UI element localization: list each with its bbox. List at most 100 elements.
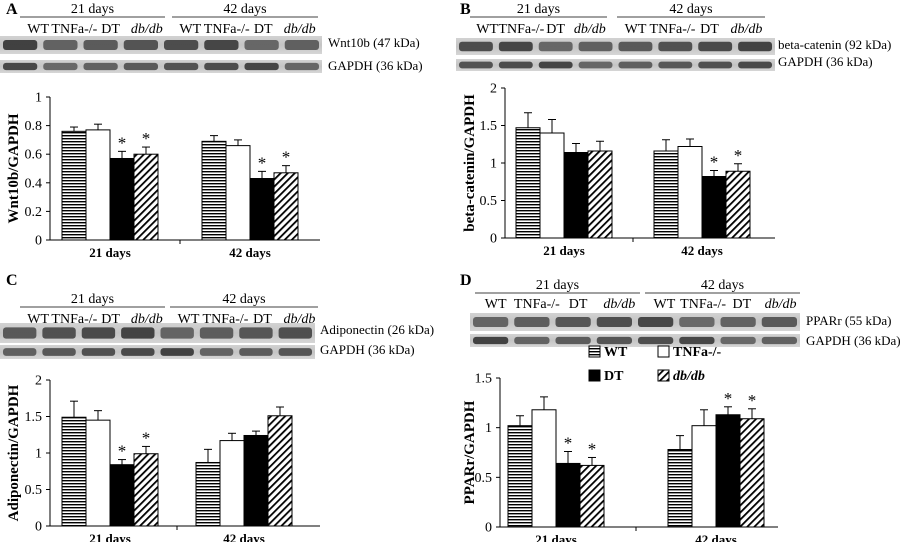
blot-band bbox=[698, 41, 733, 52]
bar bbox=[555, 462, 581, 528]
blot-band bbox=[459, 61, 493, 69]
bar bbox=[587, 150, 613, 239]
blot-band bbox=[3, 39, 38, 51]
blot-strip bbox=[0, 323, 315, 343]
panel-letter: A bbox=[6, 1, 18, 18]
lane-label: WT bbox=[179, 22, 201, 37]
blot-protein-label: Wnt10b (47 kDa) bbox=[328, 35, 420, 50]
y-tick-label: 1 bbox=[485, 421, 492, 436]
blot-band bbox=[638, 316, 674, 328]
x-category-label: 21 days bbox=[89, 531, 131, 542]
y-tick-label: 1.5 bbox=[480, 119, 498, 134]
bar bbox=[61, 416, 87, 527]
blot-band bbox=[204, 39, 239, 51]
bar bbox=[201, 140, 227, 241]
blot-band bbox=[284, 39, 319, 51]
blot-band bbox=[761, 316, 797, 328]
bar bbox=[515, 127, 541, 239]
panel-letter: C bbox=[6, 272, 18, 289]
blot-band bbox=[278, 348, 312, 356]
significance-star: * bbox=[734, 146, 743, 165]
lane-label: TNFa-/- bbox=[680, 297, 726, 312]
legend-swatch bbox=[657, 345, 670, 358]
blot-strip bbox=[470, 313, 800, 331]
blot-band bbox=[555, 336, 591, 345]
y-tick-label: 0 bbox=[35, 520, 42, 535]
blot-band bbox=[720, 336, 756, 345]
blot-band bbox=[160, 348, 194, 356]
legend-label: WT bbox=[604, 345, 628, 360]
blot-band bbox=[123, 62, 158, 71]
blot-band bbox=[498, 41, 533, 52]
significance-star: * bbox=[282, 148, 291, 167]
lane-label: TNFa-/- bbox=[51, 22, 97, 37]
bar bbox=[133, 153, 159, 241]
lane-label: WT bbox=[625, 22, 647, 37]
significance-star: * bbox=[142, 129, 151, 148]
blot-band bbox=[3, 348, 37, 356]
blot-band bbox=[121, 348, 155, 356]
bar bbox=[701, 176, 727, 239]
x-category-label: 21 days bbox=[535, 532, 577, 542]
lane-label: db/db bbox=[574, 22, 606, 37]
blot-band bbox=[514, 316, 550, 328]
blot-group-label: 42 days bbox=[223, 2, 266, 17]
significance-star: * bbox=[258, 153, 267, 172]
blot-band bbox=[698, 61, 733, 69]
significance-star: * bbox=[564, 434, 573, 453]
lane-label: db/db bbox=[731, 22, 763, 37]
blot-band bbox=[83, 39, 118, 51]
blot-strip bbox=[470, 334, 800, 347]
blot-protein-label: GAPDH (36 kDa) bbox=[320, 342, 415, 357]
panel-letter: B bbox=[460, 1, 471, 18]
blot-band bbox=[199, 348, 234, 356]
blot-band bbox=[244, 62, 279, 71]
bar bbox=[273, 172, 299, 241]
lane-label: DT bbox=[569, 297, 588, 312]
blot-band bbox=[738, 61, 772, 69]
bar bbox=[531, 409, 557, 528]
blot-band bbox=[596, 336, 632, 345]
blot-band bbox=[164, 62, 199, 71]
y-tick-label: 0.8 bbox=[25, 119, 43, 134]
bar bbox=[539, 132, 565, 239]
x-category-label: 42 days bbox=[695, 532, 737, 542]
significance-star: * bbox=[142, 428, 151, 447]
y-axis-label: beta-catenin/GAPDH bbox=[462, 94, 478, 232]
x-category-label: 42 days bbox=[681, 243, 723, 258]
lane-label: WT bbox=[653, 297, 675, 312]
y-tick-label: 1.5 bbox=[475, 372, 493, 387]
blot-band bbox=[720, 316, 756, 328]
blot-protein-label: GAPDH (36 kDa) bbox=[806, 333, 900, 348]
blot-band bbox=[42, 327, 76, 339]
lane-label: db/db bbox=[603, 297, 635, 312]
blot-band bbox=[498, 61, 533, 69]
blot-band bbox=[679, 316, 715, 328]
blot-band bbox=[239, 348, 273, 356]
y-tick-label: 0 bbox=[485, 521, 492, 536]
blot-band bbox=[199, 327, 234, 339]
blot-band bbox=[638, 336, 674, 345]
panel-d: D 21 days 42 days WT TNFa-/- DT db/db WT TNFa-/-… bbox=[460, 272, 900, 542]
bar bbox=[267, 415, 293, 527]
y-tick-label: 1 bbox=[35, 447, 42, 462]
significance-star: * bbox=[710, 153, 719, 172]
significance-star: * bbox=[118, 442, 127, 461]
lane-label: DT bbox=[101, 22, 120, 37]
bar bbox=[653, 150, 679, 239]
lane-label: WT bbox=[485, 297, 507, 312]
blot-band bbox=[123, 39, 158, 51]
x-category-label: 21 days bbox=[543, 243, 585, 258]
legend-swatch bbox=[588, 369, 601, 382]
lane-label: db/db bbox=[765, 297, 797, 312]
blot-strip bbox=[0, 345, 315, 359]
blot-band bbox=[81, 348, 116, 356]
x-category-label: 42 days bbox=[223, 531, 265, 542]
bar bbox=[579, 464, 605, 528]
blot-group-label: 21 days bbox=[71, 292, 114, 307]
blot-protein-label: GAPDH (36 kDa) bbox=[778, 54, 873, 69]
blot-group-label: 21 days bbox=[71, 2, 114, 17]
blot-band bbox=[43, 39, 78, 51]
